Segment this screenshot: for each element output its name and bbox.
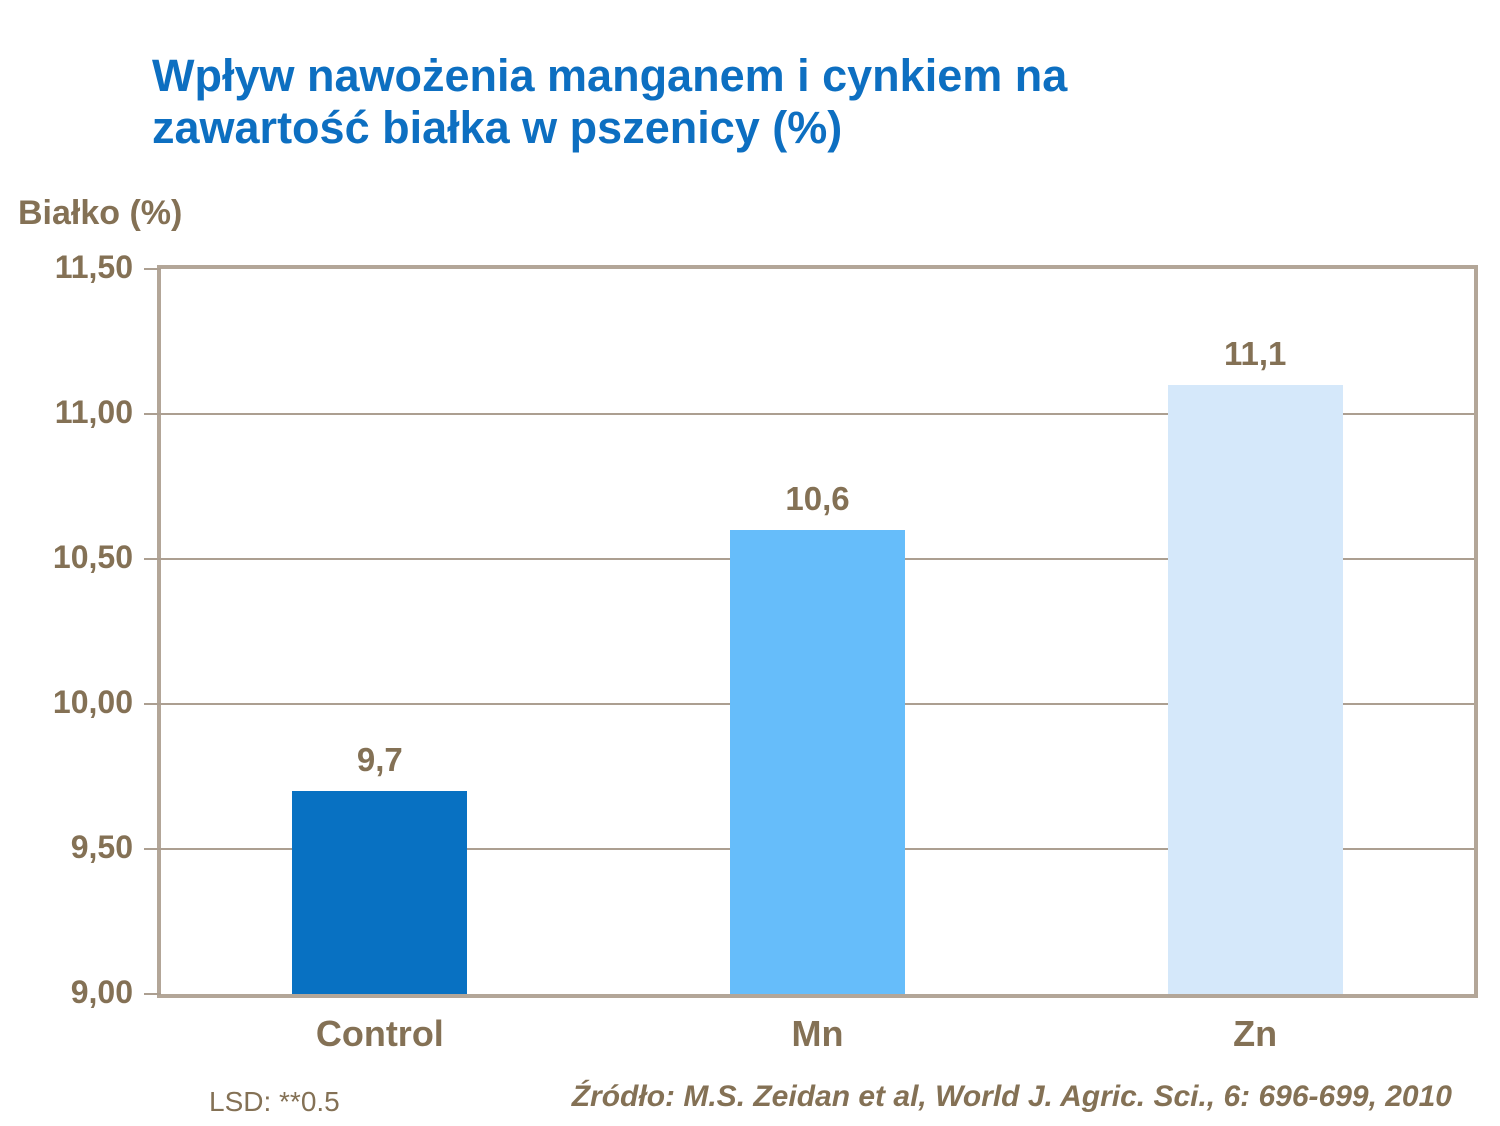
gridline-11_00: [161, 413, 1474, 415]
y-tick-mark-11_00: [144, 413, 161, 415]
plot-area: 9,7 10,6 11,1: [157, 265, 1478, 998]
y-axis-title: Białko (%): [18, 194, 183, 232]
y-tick-label-9_50: 9,50: [70, 829, 133, 865]
value-label-mn: 10,6: [785, 480, 850, 517]
bar-zn: [1167, 385, 1343, 994]
value-label-zn: 11,1: [1223, 335, 1287, 372]
y-tick-label-11_50: 11,50: [54, 249, 133, 285]
bar-control: [292, 791, 468, 994]
lsd-annotation: LSD: **0.5: [209, 1086, 340, 1117]
y-tick-mark-9_00: [144, 993, 161, 995]
chart-title: Wpływ nawożenia manganem i cynkiem na za…: [152, 50, 1402, 154]
bar-mn: [730, 530, 905, 994]
value-label-control: 9,7: [356, 741, 403, 778]
x-tick-label-mn: Mn: [791, 1013, 844, 1054]
x-tick-label-control: Control: [315, 1013, 444, 1054]
chart-title-line-1: Wpływ nawożenia manganem i cynkiem na: [152, 50, 1068, 101]
source-citation: Źródło: M.S. Zeidan et al, World J. Agri…: [571, 1080, 1452, 1113]
y-tick-mark-11_50: [144, 268, 161, 270]
x-tick-label-zn: Zn: [1233, 1013, 1278, 1054]
y-tick-mark-10_00: [144, 703, 161, 705]
chart-title-line-2: zawartość białka w pszenicy (%): [152, 102, 843, 154]
y-tick-mark-10_50: [144, 558, 161, 560]
y-tick-label-10_00: 10,00: [52, 684, 133, 720]
y-tick-label-10_50: 10,50: [52, 539, 133, 575]
y-tick-label-11_00: 11,00: [54, 394, 133, 430]
y-tick-mark-9_50: [144, 848, 161, 850]
y-tick-label-9_00: 9,00: [70, 974, 133, 1010]
